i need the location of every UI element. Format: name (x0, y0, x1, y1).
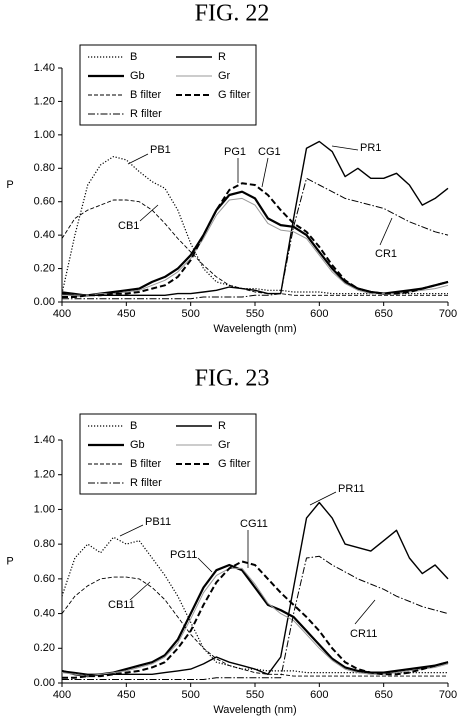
figure-title: FIG. 23 (195, 366, 270, 392)
x-tick-label: 500 (181, 308, 199, 320)
x-tick-label: 700 (439, 308, 457, 320)
annotation: PR11 (338, 483, 365, 495)
y-tick-label: 0.80 (34, 162, 55, 174)
annotation-leader (262, 158, 268, 187)
legend-label: G filter (218, 458, 251, 470)
legend-label: B filter (130, 89, 162, 101)
annotation: CR1 (375, 248, 397, 260)
legend-label: R (218, 420, 226, 432)
x-tick-label: 650 (374, 689, 392, 701)
annotation-leader (140, 205, 158, 221)
y-tick-label: 0.40 (34, 229, 55, 241)
legend-label: B filter (130, 458, 162, 470)
legend-label: Gr (218, 439, 231, 451)
legend-label: B (130, 51, 137, 63)
series-line (62, 556, 448, 679)
annotation: CG11 (240, 518, 268, 530)
annotation-leader (332, 146, 358, 150)
x-tick-label: 500 (181, 689, 199, 701)
series-line (62, 565, 448, 676)
legend-label: R (218, 51, 226, 63)
series-line (62, 577, 448, 676)
y-tick-label: 0.20 (34, 262, 55, 274)
series-line (62, 178, 448, 298)
y-tick-label: 1.20 (34, 469, 55, 481)
annotation: PG11 (170, 549, 197, 561)
figure-title: FIG. 22 (195, 1, 270, 27)
x-tick-label: 700 (439, 689, 457, 701)
annotation-leader (310, 492, 336, 505)
annotation-leader (380, 218, 392, 245)
legend-label: G filter (218, 89, 251, 101)
annotation-leader (355, 600, 375, 624)
y-tick-label: 0.00 (34, 677, 55, 689)
y-tick-label: 1.40 (34, 434, 55, 446)
x-tick-label: 600 (310, 689, 328, 701)
x-tick-label: 450 (117, 308, 135, 320)
y-tick-label: 0.00 (34, 296, 55, 308)
x-tick-label: 450 (117, 689, 135, 701)
annotation: CB11 (108, 599, 135, 611)
annotation: CR11 (350, 628, 377, 640)
annotation: CB1 (118, 220, 139, 232)
y-tick-label: 1.00 (34, 129, 55, 141)
y-tick-label: 1.20 (34, 95, 55, 107)
y-tick-label: 0.20 (34, 642, 55, 654)
legend-label: R filter (130, 477, 162, 489)
x-tick-label: 550 (246, 308, 264, 320)
annotation: PG1 (224, 146, 246, 158)
annotation: PR1 (360, 142, 381, 154)
figure-page: FIG. 22 0.00 0.20 0.40 0.60 0.80 1.00 1.20 1.40 4… (0, 0, 464, 724)
annotation: PB1 (150, 144, 171, 156)
y-tick-label: 1.00 (34, 503, 55, 515)
x-axis-label: Wavelength (nm) (213, 704, 296, 716)
legend-label: R filter (130, 108, 162, 120)
y-tick-label: 0.60 (34, 196, 55, 208)
annotation-leader (130, 582, 150, 600)
annotation: CG1 (258, 146, 281, 158)
annotation-leader (198, 558, 212, 572)
annotation: PB11 (145, 516, 171, 528)
x-tick-label: 400 (53, 689, 71, 701)
series-line (62, 562, 448, 678)
y-tick-label: 0.40 (34, 607, 55, 619)
y-tick-label: 1.40 (34, 62, 55, 74)
x-tick-label: 400 (53, 308, 71, 320)
legend-label: Gr (218, 70, 231, 82)
legend-label: Gb (130, 70, 145, 82)
y-tick-label: 0.60 (34, 573, 55, 585)
series-line (62, 198, 448, 295)
series-line (62, 568, 448, 676)
x-tick-label: 550 (246, 689, 264, 701)
annotation-leader (128, 154, 148, 164)
x-tick-label: 600 (310, 308, 328, 320)
y-axis-label: P (6, 179, 13, 191)
legend-label: Gb (130, 439, 145, 451)
series-line (62, 192, 448, 296)
y-axis-label: P (6, 555, 13, 567)
annotation-leader (120, 525, 143, 536)
y-tick-label: 0.80 (34, 538, 55, 550)
x-axis-label: Wavelength (nm) (213, 323, 296, 335)
x-tick-label: 650 (374, 308, 392, 320)
series-line (62, 142, 448, 296)
legend-label: B (130, 420, 137, 432)
